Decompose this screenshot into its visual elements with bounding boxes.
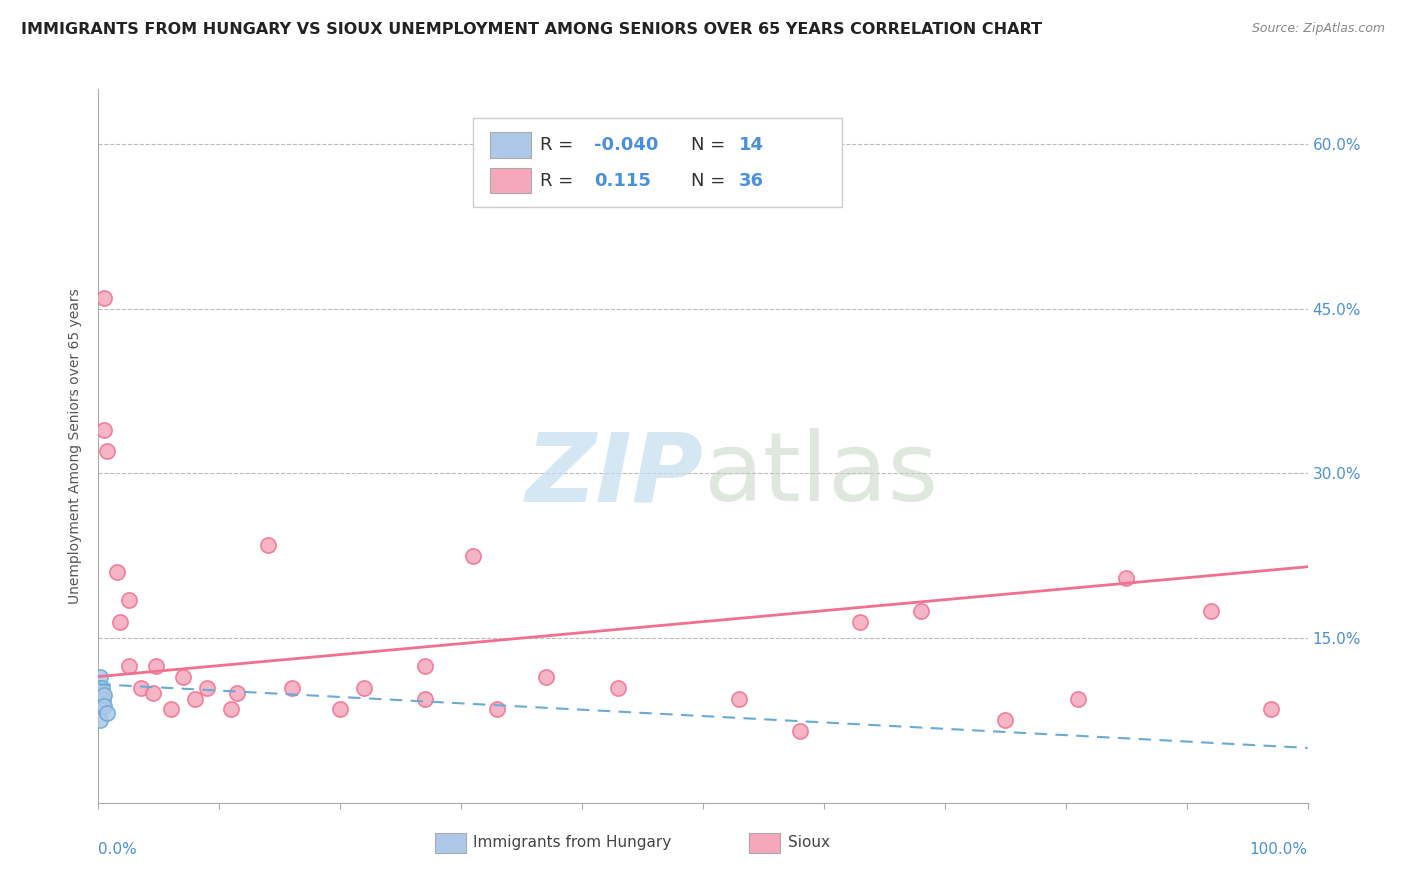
Text: 36: 36 <box>740 171 765 189</box>
Point <box>413 691 436 706</box>
Text: 100.0%: 100.0% <box>1250 842 1308 857</box>
Point <box>583 181 606 195</box>
Point <box>221 702 243 716</box>
Point <box>89 702 111 716</box>
Point <box>1260 702 1282 716</box>
Point <box>93 423 115 437</box>
Point <box>195 681 218 695</box>
Point <box>93 688 115 702</box>
Point <box>172 669 194 683</box>
Point <box>91 681 114 695</box>
Point <box>90 691 112 706</box>
Point <box>89 681 111 695</box>
Point <box>486 702 509 716</box>
Point <box>96 444 118 458</box>
Text: 0.0%: 0.0% <box>98 842 138 857</box>
Point <box>118 592 141 607</box>
Point <box>96 706 118 720</box>
Point <box>413 658 436 673</box>
Text: 0.115: 0.115 <box>595 171 651 189</box>
Text: Source: ZipAtlas.com: Source: ZipAtlas.com <box>1251 22 1385 36</box>
Point <box>728 691 751 706</box>
Point <box>142 686 165 700</box>
Text: Sioux: Sioux <box>787 835 830 850</box>
Point <box>281 681 304 695</box>
Point <box>90 686 112 700</box>
Point <box>910 604 932 618</box>
Point <box>91 697 114 711</box>
Point <box>108 615 131 629</box>
Point <box>184 691 207 706</box>
Text: -0.040: -0.040 <box>595 136 658 153</box>
FancyBboxPatch shape <box>749 833 780 853</box>
Point <box>1067 691 1090 706</box>
Text: 14: 14 <box>740 136 765 153</box>
Point <box>849 615 872 629</box>
Point <box>534 669 557 683</box>
Point <box>105 566 128 580</box>
Text: atlas: atlas <box>703 428 938 521</box>
Point <box>329 702 352 716</box>
Point <box>160 702 183 716</box>
FancyBboxPatch shape <box>491 132 531 158</box>
Point <box>89 669 111 683</box>
Point <box>129 681 152 695</box>
Point <box>256 538 278 552</box>
Point <box>145 658 167 673</box>
Point <box>994 714 1017 728</box>
Text: ZIP: ZIP <box>524 428 703 521</box>
Point <box>1115 571 1137 585</box>
Point <box>93 699 115 714</box>
Point <box>90 699 112 714</box>
Text: N =: N = <box>690 136 731 153</box>
FancyBboxPatch shape <box>434 833 465 853</box>
Point <box>789 724 811 739</box>
Text: IMMIGRANTS FROM HUNGARY VS SIOUX UNEMPLOYMENT AMONG SENIORS OVER 65 YEARS CORREL: IMMIGRANTS FROM HUNGARY VS SIOUX UNEMPLO… <box>21 22 1042 37</box>
Point <box>1199 604 1222 618</box>
Point <box>91 691 114 706</box>
Point <box>226 686 249 700</box>
Point <box>463 549 485 563</box>
FancyBboxPatch shape <box>474 118 842 207</box>
Point <box>118 658 141 673</box>
Point <box>93 291 115 305</box>
Point <box>353 681 375 695</box>
Text: N =: N = <box>690 171 731 189</box>
Point <box>89 691 111 706</box>
Point <box>89 714 111 728</box>
Text: Immigrants from Hungary: Immigrants from Hungary <box>474 835 672 850</box>
Text: R =: R = <box>540 171 579 189</box>
FancyBboxPatch shape <box>491 168 531 194</box>
Point <box>607 681 630 695</box>
Y-axis label: Unemployment Among Seniors over 65 years: Unemployment Among Seniors over 65 years <box>69 288 83 604</box>
Text: R =: R = <box>540 136 579 153</box>
